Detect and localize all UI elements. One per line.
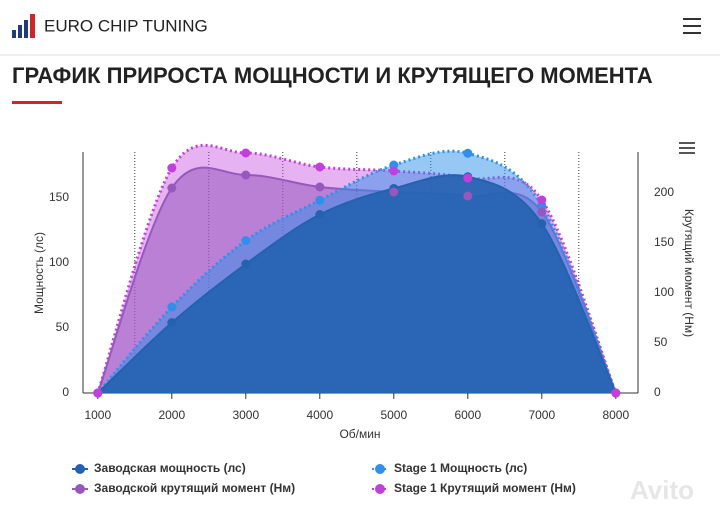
x-tick-label: 3000: [232, 408, 259, 422]
y2-tick-label: 150: [654, 235, 674, 249]
point: [315, 162, 325, 172]
x-tick-label: 2000: [158, 408, 185, 422]
point: [537, 219, 547, 229]
point: [167, 302, 177, 312]
logo-icon: [12, 14, 35, 38]
y-tick-label: 50: [56, 320, 70, 334]
chart-menu[interactable]: [679, 142, 695, 154]
point: [315, 182, 325, 192]
line: [96, 143, 618, 394]
point: [241, 170, 251, 180]
point: [463, 173, 473, 183]
point: [389, 166, 399, 176]
y-tick-label: 100: [49, 255, 69, 269]
legend-label: Заводской крутящий момент (Нм): [94, 481, 295, 495]
page-title: ГРАФИК ПРИРОСТА МОЩНОСТИ И КРУТЯЩЕГО МОМ…: [12, 63, 653, 88]
y-tick-label: 0: [62, 385, 69, 399]
legend-label: Заводская мощность (лс): [94, 461, 246, 475]
point: [315, 195, 325, 205]
point: [167, 183, 177, 193]
point: [537, 195, 547, 205]
point: [167, 163, 177, 173]
x-tick-label: 6000: [454, 408, 481, 422]
point: [241, 259, 251, 269]
y2-axis-title: Крутящий момент (Нм): [682, 209, 696, 337]
line: [97, 174, 617, 394]
x-axis-title: Об/мин: [339, 427, 380, 441]
point: [537, 207, 547, 217]
y-tick-label: 150: [49, 190, 69, 204]
point: [611, 388, 621, 398]
legend-label: Stage 1 Крутящий момент (Нм): [394, 481, 576, 495]
point: [241, 236, 251, 246]
line: [96, 149, 618, 394]
y2-tick-label: 200: [654, 185, 674, 199]
x-tick-label: 4000: [306, 408, 333, 422]
y2-tick-label: 100: [654, 285, 674, 299]
point: [93, 388, 103, 398]
legend-label: Stage 1 Мощность (лс): [394, 461, 527, 475]
point: [389, 187, 399, 197]
watermark: Avito: [630, 475, 694, 505]
y2-tick-label: 0: [654, 385, 661, 399]
y2-tick-label: 50: [654, 335, 668, 349]
menu-button[interactable]: [683, 18, 701, 34]
logo: EURO CHIP TUNING: [44, 16, 208, 35]
legend-marker: [75, 464, 85, 474]
x-tick-label: 5000: [380, 408, 407, 422]
x-tick-label: 1000: [84, 408, 111, 422]
legend-marker: [375, 464, 385, 474]
point: [315, 210, 325, 220]
legend-marker: [375, 484, 385, 494]
title-underline: [12, 101, 62, 104]
point: [463, 191, 473, 201]
legend-marker: [75, 484, 85, 494]
x-tick-label: 7000: [528, 408, 555, 422]
point: [463, 148, 473, 158]
point: [167, 318, 177, 328]
point: [241, 148, 251, 158]
x-tick-label: 8000: [602, 408, 629, 422]
area: [97, 175, 616, 393]
y-axis-title: Мощность (лс): [32, 232, 46, 314]
